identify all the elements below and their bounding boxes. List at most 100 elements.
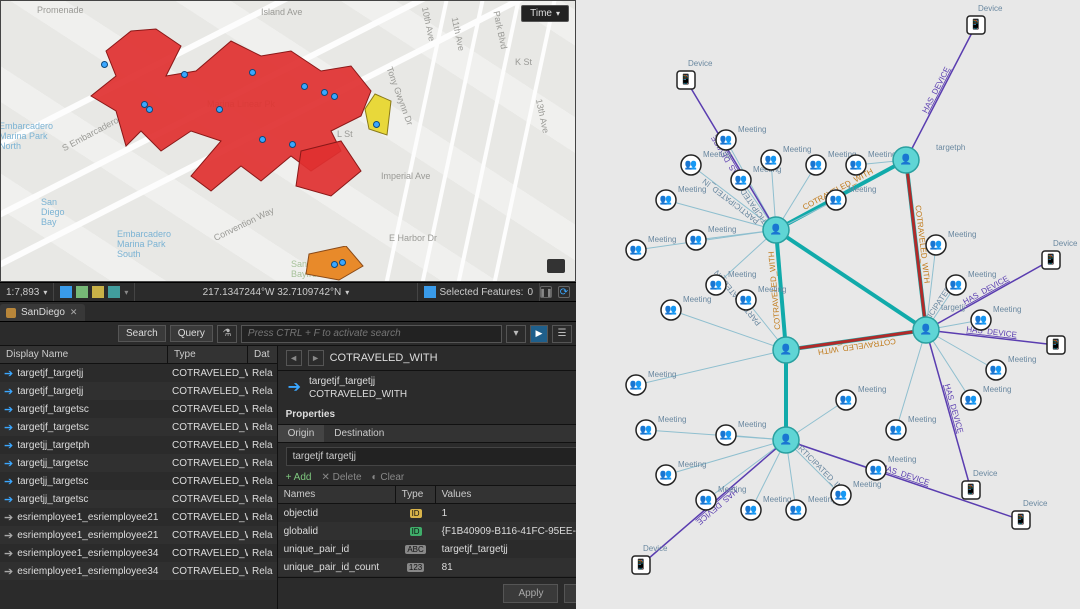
tool-icon[interactable] — [108, 286, 120, 298]
svg-text:Meeting: Meeting — [868, 150, 896, 159]
col-display-name[interactable]: Display Name — [0, 346, 168, 363]
delete-property-button[interactable]: ✕ Delete — [321, 472, 361, 483]
svg-text:Meeting: Meeting — [648, 235, 676, 244]
tab-sandiego[interactable]: SanDiego ✕ — [0, 304, 85, 321]
svg-text:Meeting: Meeting — [848, 185, 876, 194]
table-row[interactable]: ➔targetjj_targetphCOTRAVELED_WITHRela — [0, 436, 277, 454]
relation-arrow-icon: ➔ — [4, 529, 13, 542]
table-row[interactable]: ➔esriemployee1_esriemployee34COTRAVELED_… — [0, 544, 277, 562]
svg-text:👥: 👥 — [965, 395, 977, 406]
refresh-icon[interactable]: ⟳ — [558, 286, 570, 298]
svg-text:👥: 👥 — [850, 160, 862, 171]
tool-icon[interactable] — [60, 286, 72, 298]
svg-text:👥: 👥 — [930, 240, 942, 251]
table-row[interactable]: ➔targetjj_targetscCOTRAVELED_WITHRela — [0, 472, 277, 490]
svg-text:👥: 👥 — [890, 425, 902, 436]
time-dropdown[interactable]: Time — [521, 5, 569, 22]
col-type[interactable]: Type — [168, 346, 248, 363]
svg-text:📱: 📱 — [635, 558, 647, 571]
svg-text:👥: 👥 — [990, 365, 1002, 376]
tab-origin[interactable]: Origin — [278, 425, 325, 442]
svg-text:👥: 👥 — [835, 490, 847, 501]
run-search-button[interactable]: ▶ — [530, 325, 548, 343]
clear-property-button[interactable]: ◐ Clear — [372, 472, 405, 483]
add-property-button[interactable]: + Add — [286, 472, 312, 483]
svg-text:HAS_DEVICE: HAS_DEVICE — [920, 65, 951, 114]
search-input[interactable] — [241, 325, 502, 343]
svg-text:👥: 👥 — [710, 280, 722, 291]
svg-text:targetph: targetph — [936, 143, 965, 152]
search-toolbar: Search Query ⚗ ▾ ▶ ☰ — [0, 322, 576, 346]
table-row[interactable]: ➔esriemployee1_esriemployee21COTRAVELED_… — [0, 526, 277, 544]
svg-text:📱: 📱 — [1045, 253, 1057, 266]
svg-text:👥: 👥 — [720, 135, 732, 146]
basemap-icon[interactable] — [547, 259, 565, 273]
col-type[interactable]: Type — [396, 486, 436, 503]
svg-text:👥: 👥 — [790, 505, 802, 516]
svg-text:Device: Device — [978, 4, 1003, 13]
relation-arrow-icon: ➔ — [4, 511, 13, 524]
svg-text:Device: Device — [973, 469, 998, 478]
relation-arrow-icon: ➔ — [4, 367, 13, 380]
map-polygon-red — [61, 21, 391, 251]
svg-text:Meeting: Meeting — [1008, 355, 1036, 364]
query-button[interactable]: Query — [170, 325, 213, 342]
table-row[interactable]: ➔targetjj_targetscCOTRAVELED_WITHRela — [0, 454, 277, 472]
svg-text:Meeting: Meeting — [763, 495, 791, 504]
svg-text:👥: 👥 — [765, 155, 777, 166]
svg-text:Meeting: Meeting — [948, 230, 976, 239]
table-row[interactable]: ➔targetjf_targetscCOTRAVELED_WITHRela — [0, 400, 277, 418]
svg-text:Device: Device — [1023, 499, 1048, 508]
table-row[interactable]: ➔esriemployee1_esriemployee34COTRAVELED_… — [0, 562, 277, 580]
tab-icon — [6, 308, 16, 318]
table-row[interactable]: ➔esriemployee1_esriemployee21COTRAVELED_… — [0, 508, 277, 526]
svg-text:👥: 👥 — [830, 195, 842, 206]
map-view[interactable]: Promenade Island Ave K St L St Imperial … — [0, 0, 576, 282]
svg-text:Meeting: Meeting — [853, 480, 881, 489]
svg-text:👥: 👥 — [660, 470, 672, 481]
nav-back-icon[interactable]: ◄ — [286, 350, 302, 366]
pause-icon[interactable]: ❚❚ — [540, 286, 552, 298]
svg-text:Device: Device — [1053, 239, 1078, 248]
col-data[interactable]: Dat — [248, 346, 277, 363]
svg-text:Meeting: Meeting — [728, 270, 756, 279]
origin-value-field[interactable]: targetjf targetjj — [286, 447, 626, 466]
svg-text:📱: 📱 — [1050, 338, 1062, 351]
filter-icon[interactable]: ⚗ — [217, 325, 237, 343]
detail-subtitle: targetjf_targetjj COTRAVELED_WITH — [309, 375, 407, 401]
relation-arrow-icon: ➔ — [4, 457, 13, 470]
svg-text:📱: 📱 — [970, 18, 982, 31]
col-names[interactable]: Names — [278, 486, 396, 503]
svg-text:Meeting: Meeting — [783, 145, 811, 154]
svg-text:Meeting: Meeting — [683, 295, 711, 304]
search-button[interactable]: Search — [118, 325, 166, 342]
selection-icon — [424, 286, 436, 298]
table-row[interactable]: ➔targetjf_targetjjCOTRAVELED_WITHRela — [0, 382, 277, 400]
svg-text:👤: 👤 — [770, 223, 782, 236]
nav-fwd-icon[interactable]: ► — [308, 350, 324, 366]
svg-text:Device: Device — [643, 544, 668, 553]
tab-destination[interactable]: Destination — [324, 425, 394, 442]
link-graph[interactable]: HAS_DEVICEHAS_DEVICEHAS_DEVICEHAS_DEVICE… — [576, 0, 1080, 609]
svg-text:👤: 👤 — [780, 433, 792, 446]
table-row[interactable]: ➔targetjf_targetscCOTRAVELED_WITHRela — [0, 418, 277, 436]
table-row[interactable]: ➔targetjj_targetscCOTRAVELED_WITHRela — [0, 490, 277, 508]
map-scale[interactable]: 1:7,893 ▾ — [0, 283, 54, 301]
table-row[interactable]: ➔targetjf_targetjjCOTRAVELED_WITHRela — [0, 364, 277, 382]
close-icon[interactable]: ✕ — [70, 307, 78, 318]
tool-icon[interactable] — [76, 286, 88, 298]
list-icon[interactable]: ☰ — [552, 325, 572, 343]
relation-arrow-icon: ➔ — [4, 421, 13, 434]
map-polygon-yellow — [361, 91, 401, 146]
search-options-icon[interactable]: ▾ — [506, 325, 526, 343]
tool-icon[interactable] — [92, 286, 104, 298]
svg-text:Meeting: Meeting — [678, 185, 706, 194]
svg-text:👥: 👥 — [685, 160, 697, 171]
svg-text:Device: Device — [688, 59, 713, 68]
svg-text:Meeting: Meeting — [708, 225, 736, 234]
svg-text:👥: 👥 — [690, 235, 702, 246]
svg-text:Meeting: Meeting — [738, 125, 766, 134]
map-status-bar: 1:7,893 ▾ ▾ 217.1347244°W 32.7109742°N ▾… — [0, 282, 576, 302]
svg-text:Meeting: Meeting — [738, 420, 766, 429]
apply-button[interactable]: Apply — [503, 584, 558, 603]
